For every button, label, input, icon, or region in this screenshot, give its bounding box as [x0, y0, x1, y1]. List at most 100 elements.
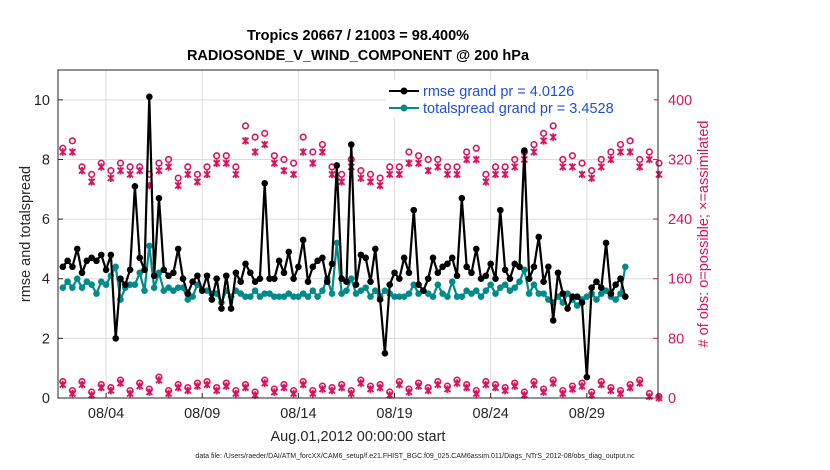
rmse-point	[420, 287, 427, 294]
x-tick-label: 08/04	[88, 406, 124, 422]
rmse-point	[439, 263, 446, 271]
spread-point	[242, 293, 249, 300]
obs-assimilated-marker	[299, 148, 307, 156]
left-tick-label: 2	[42, 331, 50, 347]
chart-title: Tropics 20667 / 21003 = 98.400%	[247, 28, 469, 44]
rmse-point	[64, 257, 71, 265]
rmse-point	[617, 275, 624, 283]
spread-point	[511, 284, 519, 291]
rmse-point	[569, 293, 576, 300]
x-tick-label: 08/19	[376, 406, 412, 422]
obs-assimilated-marker	[414, 159, 423, 167]
rmse-point	[261, 180, 269, 187]
spread-point	[69, 284, 76, 291]
obs-possible-marker	[405, 148, 413, 156]
obs-assimilated-marker	[501, 170, 509, 179]
obs-assimilated-marker	[318, 148, 327, 156]
obs-possible-marker	[126, 163, 134, 171]
obs-assimilated-marker	[241, 137, 250, 145]
rmse-point	[352, 281, 360, 288]
obs-possible-marker	[289, 159, 298, 167]
obs-assimilated-marker	[59, 380, 67, 389]
rmse-point	[424, 275, 432, 283]
data-file-footer: data file: /Users/raeder/DAI/ATM_forcXX/…	[195, 453, 635, 460]
spread-point	[516, 278, 523, 286]
rmse-point	[107, 251, 115, 259]
obs-assimilated-marker	[376, 383, 384, 392]
plot-frame	[57, 69, 659, 399]
obs-possible-marker	[193, 170, 202, 178]
obs-assimilated-marker	[530, 380, 538, 389]
obs-assimilated-marker	[68, 148, 77, 156]
rmse-point	[372, 245, 379, 253]
obs-assimilated-marker	[434, 380, 442, 389]
series-lines	[59, 93, 629, 381]
obs-assimilated-marker	[559, 163, 567, 171]
obs-assimilated-marker	[636, 163, 644, 171]
rmse-point	[126, 266, 134, 274]
right-tick-label: 80	[668, 331, 684, 347]
obs-assimilated-marker	[568, 163, 577, 171]
rmse-point	[347, 141, 355, 148]
obs-assimilated-marker	[549, 133, 557, 141]
spread-point	[266, 290, 273, 297]
obs-assimilated-marker	[155, 166, 163, 175]
spread-point	[593, 296, 600, 303]
obs-possible-marker	[597, 155, 605, 164]
obs-assimilated-marker	[645, 155, 653, 164]
obs-possible-marker	[559, 155, 567, 164]
rmse-point	[578, 299, 586, 306]
spread-point	[285, 290, 293, 297]
rmse-point	[468, 269, 475, 277]
legend-spread-label: totalspread grand pr = 3.4528	[423, 101, 614, 117]
obs-assimilated-marker	[222, 382, 230, 390]
rmse-point	[280, 269, 288, 277]
left-axis-label: rmse and totalspread	[18, 166, 34, 302]
rmse-point	[170, 269, 177, 277]
spread-point	[396, 293, 403, 300]
obs-assimilated-marker	[386, 170, 394, 179]
x-axis-label: Aug.01,2012 00:00:00 start	[271, 429, 446, 445]
obs-assimilated-marker	[68, 389, 77, 398]
right-axis-label: # of obs: o=possible; ×=assimilated	[696, 121, 712, 348]
rmse-point	[391, 269, 398, 277]
rmse-point	[218, 305, 225, 312]
obs-assimilated-marker	[78, 166, 86, 175]
rmse-point	[535, 233, 543, 241]
spread-point	[602, 287, 610, 294]
right-tick-label: 240	[668, 212, 692, 228]
obs-assimilated-marker	[107, 386, 115, 395]
spread-point	[251, 287, 259, 294]
spread-point	[150, 284, 158, 291]
rmse-point	[357, 251, 365, 259]
obs-assimilated-marker	[511, 163, 519, 171]
rmse-point	[549, 317, 557, 324]
obs-assimilated-marker	[472, 389, 480, 398]
rmse-point	[150, 272, 158, 280]
spread-point	[290, 293, 297, 300]
spread-point	[136, 269, 144, 277]
spread-point	[102, 281, 110, 288]
obs-possible-marker	[338, 170, 346, 178]
right-tick-label: 160	[668, 272, 692, 288]
obs-assimilated-marker	[482, 178, 490, 186]
spread-point	[468, 290, 475, 297]
spread-point	[328, 290, 336, 297]
spread-point	[93, 290, 100, 297]
rmse-point	[285, 248, 293, 256]
spread-point	[622, 263, 629, 271]
rmse-point	[593, 278, 600, 286]
obs-assimilated-marker	[174, 181, 182, 190]
rmse-point	[319, 254, 326, 262]
rmse-point	[367, 278, 374, 286]
obs-possible-marker	[366, 170, 375, 178]
obs-possible-marker	[568, 152, 577, 160]
spread-point	[458, 293, 466, 300]
rmse-point	[93, 257, 100, 265]
rmse-point	[338, 275, 345, 283]
spread-point	[256, 293, 264, 300]
rmse-point	[564, 305, 571, 312]
obs-assimilated-marker	[645, 392, 653, 401]
rmse-point	[78, 269, 86, 277]
